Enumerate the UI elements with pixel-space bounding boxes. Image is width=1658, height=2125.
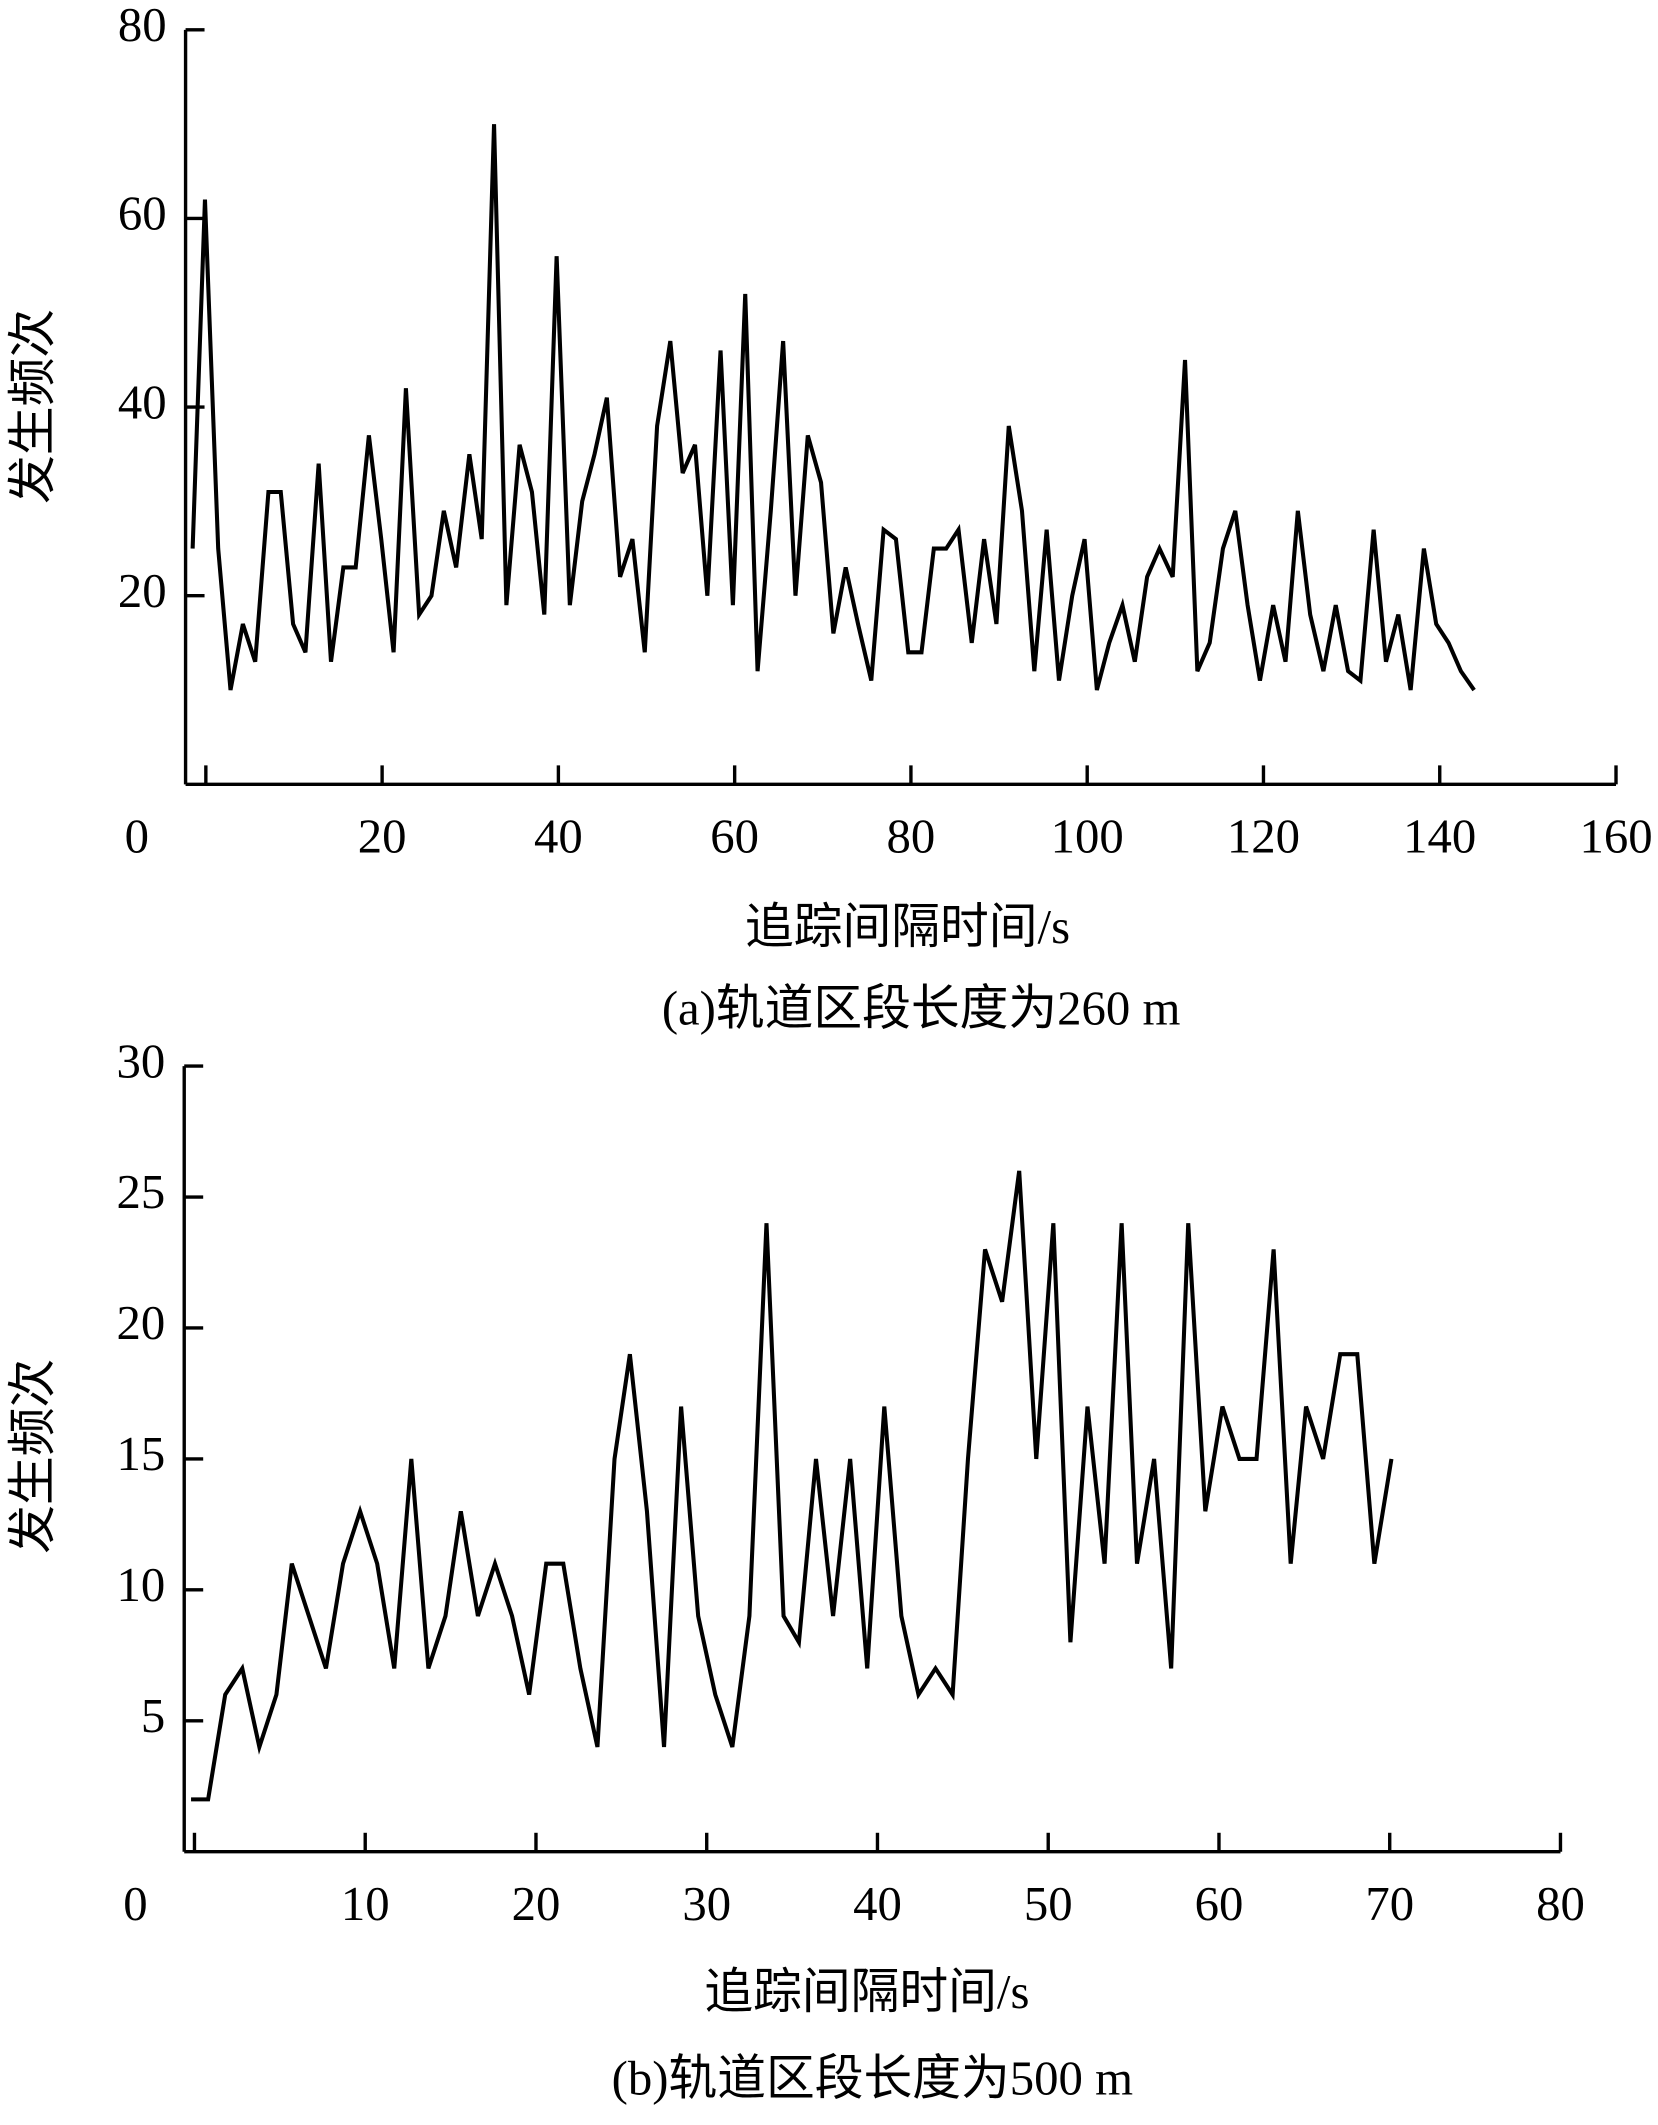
- x-tick-label: 20: [358, 809, 407, 863]
- x-tick-label: 100: [1051, 809, 1124, 863]
- caption: (b)轨道区段长度为500 m: [612, 2052, 1133, 2106]
- data-line: [190, 124, 1476, 692]
- x-tick-label: 40: [853, 1877, 902, 1931]
- x-tick-label: 140: [1403, 809, 1476, 863]
- y-tick-label: 5: [141, 1689, 165, 1743]
- y-tick-label: 25: [117, 1165, 166, 1219]
- caption: (a)轨道区段长度为260 m: [662, 981, 1181, 1035]
- y-tick-label: 30: [117, 1034, 166, 1088]
- x-tick-label: 0: [123, 1877, 147, 1931]
- x-axis-label: 追踪间隔时间/s: [704, 1965, 1029, 2019]
- y-tick-label: 40: [118, 375, 167, 429]
- y-tick-label: 80: [118, 0, 167, 52]
- y-axis-label: 发生频次: [6, 309, 60, 504]
- x-tick-label: 80: [887, 809, 936, 863]
- y-tick-label: 10: [117, 1558, 166, 1612]
- y-axis-label: 发生频次: [6, 1359, 60, 1554]
- x-tick-label: 80: [1536, 1877, 1585, 1931]
- x-tick-label: 10: [341, 1877, 390, 1931]
- x-tick-label: 120: [1227, 809, 1300, 863]
- x-tick-label: 70: [1365, 1877, 1414, 1931]
- x-tick-label: 30: [682, 1877, 731, 1931]
- x-tick-label: 60: [1195, 1877, 1244, 1931]
- y-tick-label: 20: [117, 1296, 166, 1350]
- y-tick-label: 60: [118, 187, 167, 241]
- y-tick-label: 15: [117, 1427, 166, 1481]
- x-tick-label: 0: [125, 809, 149, 863]
- x-tick-label: 60: [710, 809, 759, 863]
- x-tick-label: 50: [1024, 1877, 1073, 1931]
- x-axis-label: 追踪间隔时间/s: [745, 900, 1070, 954]
- x-tick-label: 160: [1579, 809, 1652, 863]
- x-tick-label: 20: [512, 1877, 561, 1931]
- x-tick-label: 40: [534, 809, 583, 863]
- data-line: [191, 1170, 1394, 1802]
- y-tick-label: 20: [118, 564, 167, 618]
